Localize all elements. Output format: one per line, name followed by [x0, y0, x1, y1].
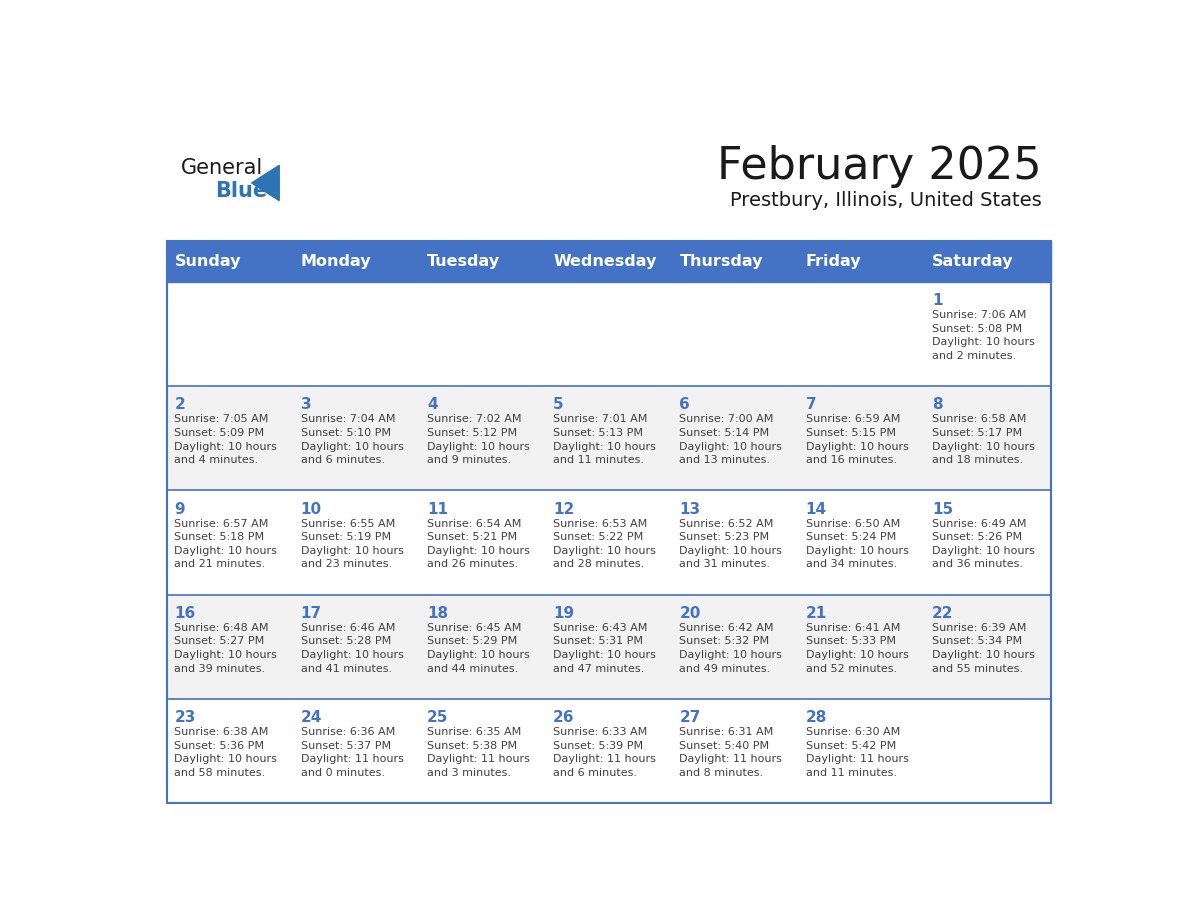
Text: Tuesday: Tuesday — [426, 254, 500, 269]
Text: 27: 27 — [680, 710, 701, 725]
Text: Sunrise: 6:43 AM
Sunset: 5:31 PM
Daylight: 10 hours
and 47 minutes.: Sunrise: 6:43 AM Sunset: 5:31 PM Dayligh… — [554, 622, 656, 674]
Text: Sunrise: 7:01 AM
Sunset: 5:13 PM
Daylight: 10 hours
and 11 minutes.: Sunrise: 7:01 AM Sunset: 5:13 PM Dayligh… — [554, 414, 656, 465]
Text: Sunday: Sunday — [175, 254, 241, 269]
Text: 15: 15 — [931, 501, 953, 517]
Text: 20: 20 — [680, 606, 701, 621]
Text: 14: 14 — [805, 501, 827, 517]
Text: Sunrise: 7:05 AM
Sunset: 5:09 PM
Daylight: 10 hours
and 4 minutes.: Sunrise: 7:05 AM Sunset: 5:09 PM Dayligh… — [175, 414, 277, 465]
Text: Sunrise: 6:58 AM
Sunset: 5:17 PM
Daylight: 10 hours
and 18 minutes.: Sunrise: 6:58 AM Sunset: 5:17 PM Dayligh… — [931, 414, 1035, 465]
Text: 12: 12 — [554, 501, 574, 517]
Text: 3: 3 — [301, 397, 311, 412]
Text: Sunrise: 6:46 AM
Sunset: 5:28 PM
Daylight: 10 hours
and 41 minutes.: Sunrise: 6:46 AM Sunset: 5:28 PM Dayligh… — [301, 622, 404, 674]
Text: Sunrise: 7:06 AM
Sunset: 5:08 PM
Daylight: 10 hours
and 2 minutes.: Sunrise: 7:06 AM Sunset: 5:08 PM Dayligh… — [931, 310, 1035, 361]
Text: Sunrise: 6:39 AM
Sunset: 5:34 PM
Daylight: 10 hours
and 55 minutes.: Sunrise: 6:39 AM Sunset: 5:34 PM Dayligh… — [931, 622, 1035, 674]
Text: Sunrise: 6:55 AM
Sunset: 5:19 PM
Daylight: 10 hours
and 23 minutes.: Sunrise: 6:55 AM Sunset: 5:19 PM Dayligh… — [301, 519, 404, 569]
Text: 9: 9 — [175, 501, 185, 517]
Text: Sunrise: 6:57 AM
Sunset: 5:18 PM
Daylight: 10 hours
and 21 minutes.: Sunrise: 6:57 AM Sunset: 5:18 PM Dayligh… — [175, 519, 277, 569]
FancyBboxPatch shape — [419, 241, 545, 282]
Text: Monday: Monday — [301, 254, 372, 269]
Text: 7: 7 — [805, 397, 816, 412]
Polygon shape — [252, 165, 279, 201]
FancyBboxPatch shape — [924, 241, 1051, 282]
Text: Sunrise: 7:02 AM
Sunset: 5:12 PM
Daylight: 10 hours
and 9 minutes.: Sunrise: 7:02 AM Sunset: 5:12 PM Dayligh… — [426, 414, 530, 465]
Text: Sunrise: 6:33 AM
Sunset: 5:39 PM
Daylight: 11 hours
and 6 minutes.: Sunrise: 6:33 AM Sunset: 5:39 PM Dayligh… — [554, 727, 656, 778]
Text: 13: 13 — [680, 501, 701, 517]
FancyBboxPatch shape — [166, 490, 1051, 595]
Text: 25: 25 — [426, 710, 448, 725]
Text: 16: 16 — [175, 606, 196, 621]
Text: 1: 1 — [931, 293, 942, 308]
Text: Sunrise: 7:04 AM
Sunset: 5:10 PM
Daylight: 10 hours
and 6 minutes.: Sunrise: 7:04 AM Sunset: 5:10 PM Dayligh… — [301, 414, 404, 465]
Text: 5: 5 — [554, 397, 564, 412]
FancyBboxPatch shape — [166, 595, 1051, 699]
Text: Sunrise: 6:48 AM
Sunset: 5:27 PM
Daylight: 10 hours
and 39 minutes.: Sunrise: 6:48 AM Sunset: 5:27 PM Dayligh… — [175, 622, 277, 674]
Text: Thursday: Thursday — [680, 254, 763, 269]
Text: Sunrise: 6:38 AM
Sunset: 5:36 PM
Daylight: 10 hours
and 58 minutes.: Sunrise: 6:38 AM Sunset: 5:36 PM Dayligh… — [175, 727, 277, 778]
Text: 22: 22 — [931, 606, 954, 621]
Text: Sunrise: 6:59 AM
Sunset: 5:15 PM
Daylight: 10 hours
and 16 minutes.: Sunrise: 6:59 AM Sunset: 5:15 PM Dayligh… — [805, 414, 909, 465]
Text: 11: 11 — [426, 501, 448, 517]
Text: Wednesday: Wednesday — [554, 254, 657, 269]
Text: 23: 23 — [175, 710, 196, 725]
Text: 6: 6 — [680, 397, 690, 412]
Text: 18: 18 — [426, 606, 448, 621]
Text: 26: 26 — [554, 710, 575, 725]
FancyBboxPatch shape — [166, 282, 1051, 386]
Text: Sunrise: 6:41 AM
Sunset: 5:33 PM
Daylight: 10 hours
and 52 minutes.: Sunrise: 6:41 AM Sunset: 5:33 PM Dayligh… — [805, 622, 909, 674]
FancyBboxPatch shape — [293, 241, 419, 282]
Text: Sunrise: 6:42 AM
Sunset: 5:32 PM
Daylight: 10 hours
and 49 minutes.: Sunrise: 6:42 AM Sunset: 5:32 PM Dayligh… — [680, 622, 782, 674]
Text: 19: 19 — [554, 606, 574, 621]
Text: 17: 17 — [301, 606, 322, 621]
Text: Sunrise: 6:49 AM
Sunset: 5:26 PM
Daylight: 10 hours
and 36 minutes.: Sunrise: 6:49 AM Sunset: 5:26 PM Dayligh… — [931, 519, 1035, 569]
Text: Friday: Friday — [805, 254, 861, 269]
Text: 8: 8 — [931, 397, 942, 412]
Text: Saturday: Saturday — [933, 254, 1013, 269]
Text: Sunrise: 6:54 AM
Sunset: 5:21 PM
Daylight: 10 hours
and 26 minutes.: Sunrise: 6:54 AM Sunset: 5:21 PM Dayligh… — [426, 519, 530, 569]
FancyBboxPatch shape — [672, 241, 798, 282]
Text: 10: 10 — [301, 501, 322, 517]
Text: Sunrise: 6:36 AM
Sunset: 5:37 PM
Daylight: 11 hours
and 0 minutes.: Sunrise: 6:36 AM Sunset: 5:37 PM Dayligh… — [301, 727, 404, 778]
Text: 28: 28 — [805, 710, 827, 725]
Text: Sunrise: 6:52 AM
Sunset: 5:23 PM
Daylight: 10 hours
and 31 minutes.: Sunrise: 6:52 AM Sunset: 5:23 PM Dayligh… — [680, 519, 782, 569]
Text: Blue: Blue — [215, 182, 267, 201]
Text: General: General — [181, 158, 263, 178]
Text: Prestbury, Illinois, United States: Prestbury, Illinois, United States — [729, 191, 1042, 210]
Text: Sunrise: 6:31 AM
Sunset: 5:40 PM
Daylight: 11 hours
and 8 minutes.: Sunrise: 6:31 AM Sunset: 5:40 PM Dayligh… — [680, 727, 782, 778]
Text: Sunrise: 6:50 AM
Sunset: 5:24 PM
Daylight: 10 hours
and 34 minutes.: Sunrise: 6:50 AM Sunset: 5:24 PM Dayligh… — [805, 519, 909, 569]
FancyBboxPatch shape — [798, 241, 924, 282]
FancyBboxPatch shape — [166, 386, 1051, 490]
Text: Sunrise: 7:00 AM
Sunset: 5:14 PM
Daylight: 10 hours
and 13 minutes.: Sunrise: 7:00 AM Sunset: 5:14 PM Dayligh… — [680, 414, 782, 465]
Text: February 2025: February 2025 — [716, 145, 1042, 188]
Text: Sunrise: 6:30 AM
Sunset: 5:42 PM
Daylight: 11 hours
and 11 minutes.: Sunrise: 6:30 AM Sunset: 5:42 PM Dayligh… — [805, 727, 909, 778]
Text: 2: 2 — [175, 397, 185, 412]
Text: 21: 21 — [805, 606, 827, 621]
Text: 24: 24 — [301, 710, 322, 725]
Text: Sunrise: 6:35 AM
Sunset: 5:38 PM
Daylight: 11 hours
and 3 minutes.: Sunrise: 6:35 AM Sunset: 5:38 PM Dayligh… — [426, 727, 530, 778]
Text: 4: 4 — [426, 397, 437, 412]
FancyBboxPatch shape — [166, 241, 293, 282]
FancyBboxPatch shape — [545, 241, 672, 282]
Text: Sunrise: 6:45 AM
Sunset: 5:29 PM
Daylight: 10 hours
and 44 minutes.: Sunrise: 6:45 AM Sunset: 5:29 PM Dayligh… — [426, 622, 530, 674]
FancyBboxPatch shape — [166, 699, 1051, 803]
Text: Sunrise: 6:53 AM
Sunset: 5:22 PM
Daylight: 10 hours
and 28 minutes.: Sunrise: 6:53 AM Sunset: 5:22 PM Dayligh… — [554, 519, 656, 569]
